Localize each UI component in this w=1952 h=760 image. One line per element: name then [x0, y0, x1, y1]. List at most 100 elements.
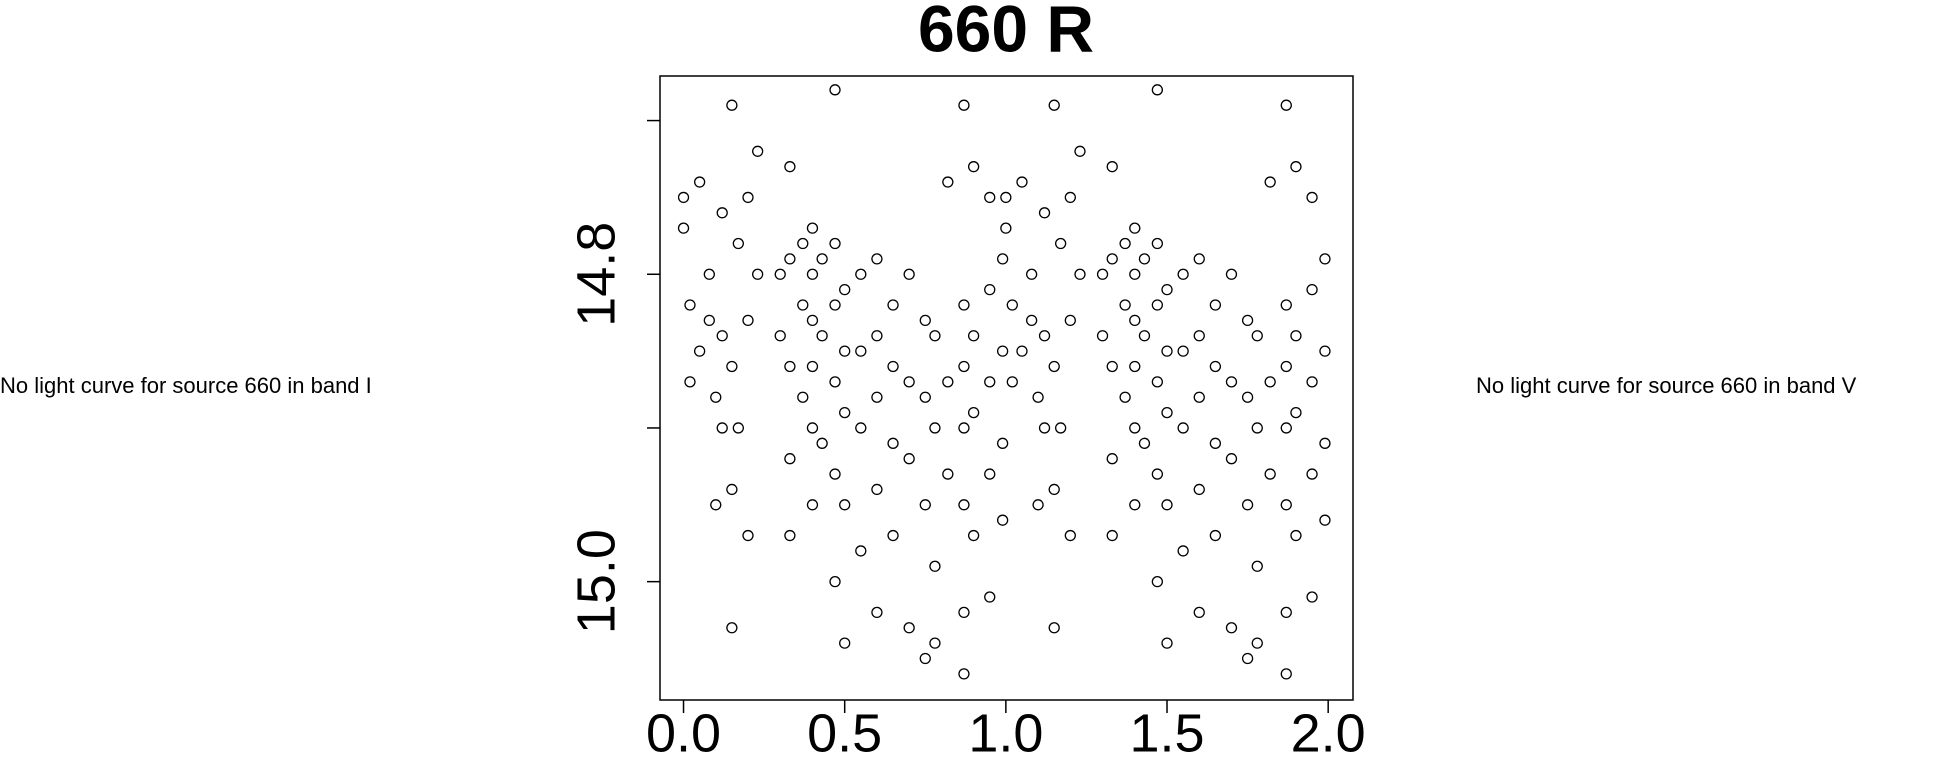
point	[1241, 499, 1254, 511]
point	[774, 330, 786, 342]
point	[1225, 376, 1238, 388]
point	[1306, 283, 1318, 296]
point	[1119, 299, 1131, 311]
point	[929, 422, 941, 434]
point	[797, 391, 809, 403]
point	[1251, 330, 1263, 342]
point	[996, 253, 1009, 265]
point	[1161, 499, 1173, 511]
point	[1016, 345, 1028, 357]
point	[1280, 499, 1292, 511]
point	[784, 529, 796, 542]
point	[1151, 299, 1163, 311]
point	[726, 99, 738, 111]
point	[1251, 560, 1263, 572]
point	[806, 422, 819, 434]
point	[839, 406, 851, 419]
point	[984, 591, 996, 603]
point	[806, 360, 819, 373]
point	[1129, 499, 1141, 511]
point	[703, 314, 715, 327]
point	[1225, 453, 1238, 465]
point	[710, 499, 722, 511]
point	[1129, 222, 1141, 234]
point	[1177, 268, 1189, 280]
point	[1209, 360, 1222, 373]
point	[1074, 145, 1086, 157]
x-tick-label: 0.0	[646, 703, 721, 760]
point	[967, 330, 980, 342]
point	[919, 314, 931, 327]
point	[903, 376, 915, 388]
point	[855, 268, 867, 280]
point	[816, 253, 828, 265]
point	[984, 283, 996, 296]
point	[829, 299, 841, 311]
point	[855, 422, 867, 434]
point	[1000, 191, 1012, 204]
x-tick-label: 0.5	[807, 703, 882, 760]
point	[1264, 376, 1276, 388]
point	[839, 283, 851, 296]
point	[1319, 253, 1331, 265]
point	[1048, 483, 1060, 496]
point	[829, 84, 841, 96]
point	[1119, 391, 1131, 403]
point	[1038, 330, 1051, 342]
point	[1251, 637, 1263, 649]
point	[1032, 499, 1044, 511]
point	[958, 606, 970, 619]
point	[829, 237, 841, 250]
point	[839, 345, 851, 357]
point	[1251, 422, 1263, 434]
point	[684, 376, 696, 388]
point	[710, 391, 722, 403]
point	[942, 376, 954, 388]
point	[1038, 207, 1051, 219]
point	[1064, 529, 1076, 542]
point	[929, 330, 941, 342]
point	[732, 422, 744, 434]
point	[958, 299, 970, 311]
point	[693, 345, 706, 357]
point	[984, 191, 996, 204]
point	[1129, 268, 1141, 280]
point	[1241, 314, 1254, 327]
point	[752, 145, 764, 157]
point	[716, 207, 728, 219]
point	[887, 360, 899, 373]
point	[1264, 468, 1276, 480]
point	[1209, 299, 1222, 311]
point	[726, 360, 738, 373]
chart-title: 660 R	[918, 0, 1094, 65]
point	[919, 652, 931, 665]
point	[1138, 253, 1151, 265]
point	[929, 637, 941, 649]
point	[1048, 360, 1060, 373]
point	[967, 161, 980, 173]
point	[742, 314, 754, 327]
point	[726, 622, 738, 634]
point	[1006, 299, 1018, 311]
point	[1193, 253, 1205, 265]
point	[871, 391, 883, 403]
point	[1055, 422, 1067, 434]
point	[903, 622, 915, 634]
point	[703, 268, 715, 280]
point	[1306, 591, 1318, 603]
point	[919, 391, 931, 403]
point	[958, 99, 970, 111]
point	[806, 499, 819, 511]
point	[1193, 330, 1205, 342]
point	[797, 299, 809, 311]
point	[716, 330, 728, 342]
point	[752, 268, 764, 280]
point	[1048, 99, 1060, 111]
point	[996, 345, 1009, 357]
point	[1129, 360, 1141, 373]
point	[903, 268, 915, 280]
point	[1241, 652, 1254, 665]
point	[1000, 222, 1012, 234]
